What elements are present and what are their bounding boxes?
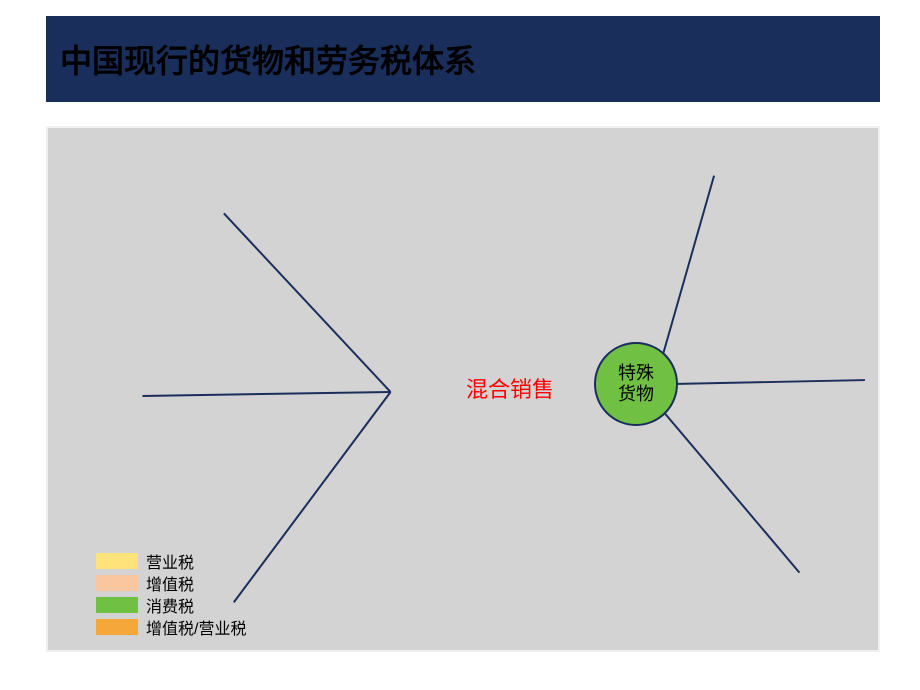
page-title: 中国现行的货物和劳务税体系 [60,36,476,82]
legend-label: 增值税 [146,571,194,595]
connector-line [659,176,715,371]
legend-swatch [96,575,138,591]
node-label-line1: 特殊 [618,363,654,383]
legend-swatch [96,619,138,635]
legend-item: 增值税/营业税 [96,616,246,638]
legend-label: 消费税 [146,593,194,617]
legend: 营业税增值税消费税增值税/营业税 [96,550,246,638]
node-label-line2: 货物 [618,384,654,404]
node-special-goods: 特殊 货物 [594,342,678,426]
legend-label: 增值税/营业税 [146,615,246,639]
legend-item: 营业税 [96,550,246,572]
legend-item: 消费税 [96,594,246,616]
node-label: 特殊 货物 [618,363,654,404]
title-bar: 中国现行的货物和劳务税体系 [46,16,880,102]
legend-swatch [96,597,138,613]
center-label-mixed-sales: 混合销售 [466,372,554,404]
connector-line [672,380,865,384]
legend-item: 增值税 [96,572,246,594]
connector-line [224,213,391,392]
legend-label: 营业税 [146,549,194,573]
connector-line [234,392,391,602]
diagram-area: 特殊 货物 混合销售 营业税增值税消费税增值税/营业税 [46,126,880,652]
connector-line [142,392,390,396]
legend-swatch [96,553,138,569]
connector-line [659,406,800,573]
